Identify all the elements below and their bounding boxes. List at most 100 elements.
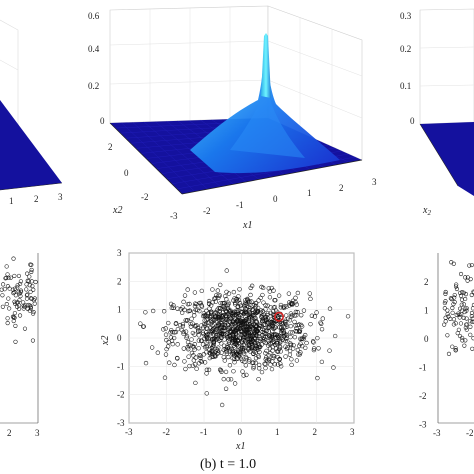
scatter-point xyxy=(292,313,297,318)
scatter-point xyxy=(315,375,320,381)
scatter-point xyxy=(183,329,189,334)
scatter-point xyxy=(232,356,237,362)
center-ztick-0: 0 xyxy=(100,116,105,126)
scatter-point xyxy=(289,314,294,319)
scatter-point xyxy=(234,352,239,357)
scatter-point xyxy=(257,366,262,371)
scatter-point xyxy=(246,359,252,364)
scatter-point xyxy=(199,359,205,365)
scatter-point xyxy=(236,318,242,324)
scatter-point xyxy=(198,355,203,360)
scatter-point xyxy=(285,316,291,321)
scatter-point xyxy=(192,290,198,295)
scatter-point xyxy=(27,308,32,313)
scatter-point xyxy=(276,293,282,298)
scatter-point xyxy=(11,256,16,261)
scatter-point xyxy=(243,329,249,334)
scatter-point xyxy=(202,321,207,327)
center-ytick-0: 0 xyxy=(124,168,129,178)
scatter-point xyxy=(267,346,273,351)
scatter-point xyxy=(219,402,225,408)
scatter-point xyxy=(222,301,227,306)
center-ztick-0.4: 0.4 xyxy=(88,44,100,54)
scatter-point xyxy=(272,354,277,359)
scatter-point xyxy=(442,300,447,306)
scatter-point xyxy=(222,337,227,342)
scatter-point xyxy=(187,301,192,307)
scatter-point xyxy=(5,272,10,277)
left-scatter-xtick-2: 2 xyxy=(7,428,12,438)
scatter-point xyxy=(14,300,19,306)
scatter-point xyxy=(448,296,453,301)
scatter-point xyxy=(235,334,240,339)
scatter-point xyxy=(232,360,237,365)
scatter-point xyxy=(282,332,288,338)
scatter-point xyxy=(311,347,317,353)
scatter-point xyxy=(227,317,232,322)
scatter-point xyxy=(277,344,282,349)
scatter-point xyxy=(216,345,221,350)
scatter-point xyxy=(188,321,193,327)
scatter-point xyxy=(198,300,204,306)
scatter-point xyxy=(29,279,34,284)
scatter-point xyxy=(4,302,9,307)
center-xtick-3: 3 xyxy=(372,177,377,187)
scatter-point xyxy=(295,290,301,296)
scatter-point xyxy=(235,304,241,309)
scatter-point xyxy=(247,357,252,362)
scatter-point xyxy=(277,356,282,362)
scatter-point xyxy=(294,302,299,307)
scatter-point xyxy=(192,347,197,352)
scatter-point xyxy=(143,360,149,366)
center-ytick-2: 2 xyxy=(108,142,113,152)
scatter-point xyxy=(235,338,240,343)
scatter-point xyxy=(263,303,268,308)
scatter-point xyxy=(28,304,33,309)
scatter-point xyxy=(449,297,454,302)
scatter-point xyxy=(282,320,288,325)
scatter-point xyxy=(294,329,299,334)
scatter-point xyxy=(204,308,209,314)
scatter-point xyxy=(240,348,246,353)
scatter-point xyxy=(256,362,262,368)
scatter-point xyxy=(24,287,29,292)
scatter-point xyxy=(284,324,290,329)
scatter-point xyxy=(202,313,208,319)
scatter-point xyxy=(288,334,293,340)
scatter-point xyxy=(11,315,16,320)
scatter-point xyxy=(290,330,295,335)
center-xtick-m1: -1 xyxy=(236,200,244,210)
scatter-point xyxy=(200,330,205,335)
left-xtick-3: 3 xyxy=(58,192,63,202)
scatter-point xyxy=(205,332,210,337)
scatter-point xyxy=(227,334,233,339)
scatter-point xyxy=(199,303,204,308)
scatter-point xyxy=(316,346,321,351)
scatter-point xyxy=(331,365,336,370)
scatter-point xyxy=(235,356,240,361)
scatter-point xyxy=(173,329,179,335)
scatter-point xyxy=(311,340,316,345)
scatter-point xyxy=(345,314,351,319)
scatter-point xyxy=(28,262,33,267)
scatter-point xyxy=(175,342,180,347)
scatter-point xyxy=(332,333,338,339)
scatter-point xyxy=(175,355,180,361)
scatter-point xyxy=(180,324,186,329)
scatter-point xyxy=(210,336,215,342)
scatter-point xyxy=(195,326,200,331)
scatter-point xyxy=(258,295,263,301)
scatter-point xyxy=(12,315,17,320)
scatter-point xyxy=(294,326,299,331)
scatter-point xyxy=(217,332,222,337)
scatter-point xyxy=(161,309,167,314)
center-ylabel: x2 xyxy=(112,205,122,216)
figure-caption: (b) t = 1.0 xyxy=(200,457,256,472)
scatter-point xyxy=(226,377,231,382)
scatter-point xyxy=(460,338,465,343)
scatter-point xyxy=(226,354,231,360)
scatter-point xyxy=(249,283,255,289)
scatter-point xyxy=(204,335,210,340)
scatter-point xyxy=(318,320,323,325)
scatter-point xyxy=(247,314,252,320)
